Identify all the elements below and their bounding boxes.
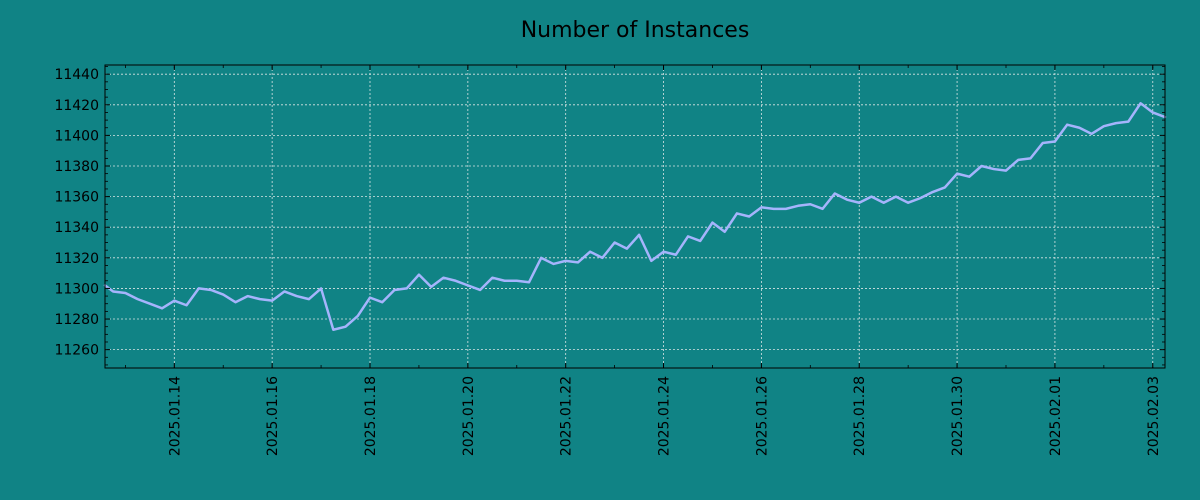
plot-frame <box>104 64 1166 369</box>
y-tick-label: 11280 <box>54 312 99 328</box>
x-tick-label: 2025.01.28 <box>852 376 868 456</box>
grid-lines <box>105 65 1165 368</box>
x-tick-label: 2025.01.16 <box>265 376 281 456</box>
x-tick-label: 2025.01.14 <box>167 376 183 456</box>
x-tick-label: 2025.01.22 <box>559 376 575 456</box>
x-tick-label: 2025.01.20 <box>461 376 477 456</box>
x-tick-label: 2025.01.30 <box>950 376 966 456</box>
y-tick-label: 11400 <box>54 128 99 144</box>
y-tick-label: 11380 <box>54 159 99 175</box>
y-tick-label: 11260 <box>54 343 99 359</box>
axes: 11260 11280 11300 11320 11340 11360 11380 11400… <box>54 65 1165 456</box>
x-tick-label: 2025.02.01 <box>1048 376 1064 456</box>
x-tick-label: 2025.01.24 <box>657 376 673 456</box>
y-tick-label: 11300 <box>54 281 99 297</box>
y-tick-label: 11320 <box>54 251 99 267</box>
y-tick-label: 11440 <box>54 67 99 83</box>
x-tick-label: 2025.01.18 <box>363 376 379 456</box>
y-tick-label: 11420 <box>54 98 99 114</box>
series-line-0 <box>103 102 1167 331</box>
y-tick-label: 11340 <box>54 220 99 236</box>
chart-title: Number of Instances <box>521 18 750 43</box>
x-tick-label: 2025.02.03 <box>1146 376 1162 456</box>
x-tick-label: 2025.01.26 <box>754 376 770 456</box>
series-layer <box>103 102 1167 331</box>
y-tick-label: 11360 <box>54 190 99 206</box>
